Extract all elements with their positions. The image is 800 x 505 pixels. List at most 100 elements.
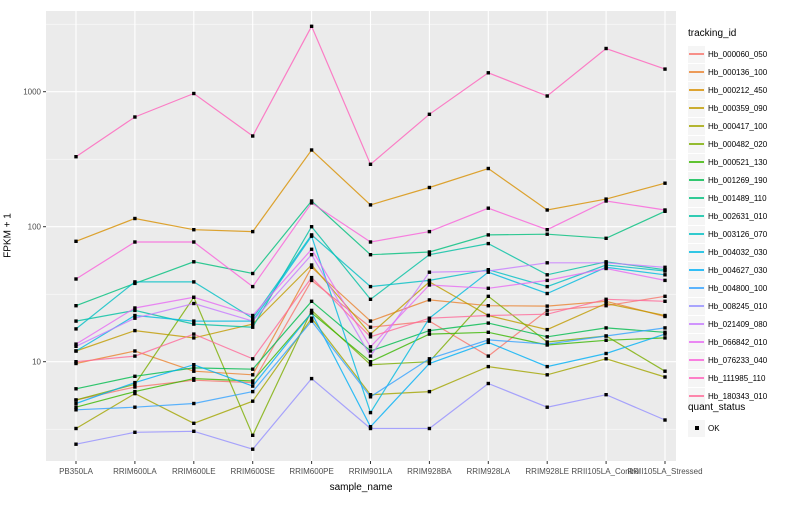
data-point [604, 46, 608, 51]
data-point [192, 322, 196, 326]
data-point [545, 261, 549, 265]
data-point [251, 389, 255, 394]
data-point [192, 429, 196, 433]
data-point [309, 253, 314, 257]
data-point [545, 405, 549, 409]
data-point [368, 395, 373, 399]
data-point [545, 291, 549, 296]
data-point [427, 316, 432, 320]
y-tick-label: 1000 [23, 88, 41, 97]
data-point [663, 273, 667, 277]
data-point [368, 335, 373, 339]
data-point [604, 297, 608, 301]
data-point [133, 385, 137, 389]
legend-item-label: Hb_180343_010 [708, 391, 768, 401]
data-point [368, 354, 373, 358]
legend-key-swatch [688, 81, 705, 99]
x-tick-label: RRIM600LA [113, 467, 157, 476]
data-point [663, 294, 667, 298]
data-point [251, 379, 255, 383]
legend-item-Hb_076233_040: Hb_076233_040 [688, 351, 798, 369]
legend-item-Hb_001489_110: Hb_001489_110 [688, 189, 798, 207]
data-point [545, 373, 549, 377]
data-point [427, 112, 432, 116]
data-point [368, 410, 373, 415]
legend-item-label: Hb_004800_100 [708, 283, 768, 293]
legend-item-Hb_001269_190: Hb_001269_190 [688, 171, 798, 189]
series-color-line-icon [689, 359, 704, 361]
legend-item-label: Hb_004627_030 [708, 265, 768, 275]
legend-key-swatch [688, 99, 705, 117]
legend-key-swatch [688, 297, 705, 315]
data-point [427, 278, 432, 283]
series-color-line-icon [689, 323, 704, 325]
legend-item-Hb_000136_100: Hb_000136_100 [688, 63, 798, 81]
data-point [368, 319, 373, 323]
data-point [309, 201, 314, 205]
data-point [663, 313, 667, 318]
legend-title-quant-status: quant_status [688, 402, 746, 413]
data-point [545, 232, 549, 236]
data-point [427, 319, 432, 323]
legend-key-swatch [688, 369, 705, 387]
series-color-line-icon [689, 341, 704, 343]
data-point [74, 405, 78, 409]
data-point [545, 327, 549, 332]
data-point [74, 398, 78, 402]
data-point [663, 330, 667, 334]
data-point [545, 284, 549, 289]
data-point [192, 421, 196, 425]
data-point [309, 319, 314, 323]
data-point [251, 284, 255, 289]
data-point [133, 328, 137, 333]
y-tick-label: 100 [28, 223, 42, 232]
legend-item-Hb_004800_100: Hb_004800_100 [688, 279, 798, 297]
data-point [368, 284, 373, 289]
data-point [368, 240, 373, 244]
data-point [427, 360, 432, 364]
legend-item-label: Hb_000359_090 [708, 103, 768, 113]
data-point [192, 240, 196, 244]
legend-key-swatch [688, 261, 705, 279]
data-point [251, 319, 255, 323]
data-point [663, 336, 667, 340]
data-point [192, 228, 196, 232]
x-tick-label: RRIM928LE [525, 467, 569, 476]
data-point [663, 418, 667, 422]
legend-item-label: Hb_001269_190 [708, 175, 768, 185]
data-point [663, 375, 667, 379]
data-point [545, 308, 549, 313]
data-point [604, 299, 608, 303]
data-point [427, 253, 432, 257]
legend-item-Hb_180343_010: Hb_180343_010 [688, 387, 798, 405]
data-point [192, 336, 196, 340]
data-point [74, 155, 78, 159]
data-point [309, 316, 314, 320]
series-color-line-icon [689, 287, 704, 289]
legend-key-swatch [688, 243, 705, 261]
x-tick-label: RRIM600PE [289, 467, 333, 476]
data-point [74, 387, 78, 391]
x-tick-label: RRIM600LE [172, 467, 216, 476]
data-point [133, 115, 137, 119]
data-point [133, 389, 137, 394]
data-point [251, 399, 255, 403]
data-point [663, 326, 667, 330]
data-point [368, 426, 373, 431]
series-color-line-icon [689, 233, 704, 235]
data-point [663, 369, 667, 373]
data-point [427, 250, 432, 254]
data-point [486, 269, 490, 273]
data-point [133, 306, 137, 310]
data-point [251, 134, 255, 138]
legend-key-swatch [688, 45, 705, 63]
data-point [663, 181, 667, 185]
data-point [309, 263, 314, 267]
data-point [427, 283, 432, 287]
series-color-line-icon [689, 179, 704, 181]
data-point [486, 330, 490, 334]
legend-title-tracking-id: tracking_id [688, 28, 737, 39]
data-point [309, 234, 314, 238]
data-point [74, 426, 78, 431]
